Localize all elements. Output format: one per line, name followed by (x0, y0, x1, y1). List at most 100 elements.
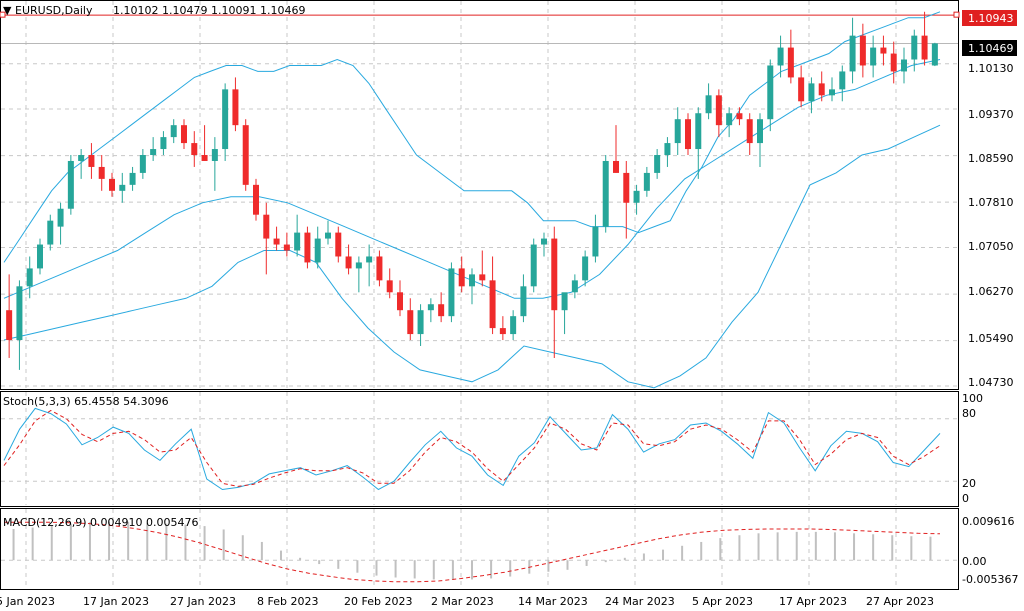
candle (530, 238, 537, 293)
candle-body (870, 47, 877, 66)
candle-body (571, 280, 578, 293)
candle (160, 131, 167, 156)
candle (931, 42, 938, 67)
resistance-line-handle (953, 11, 960, 18)
candle (16, 280, 23, 370)
candle-body (57, 208, 64, 227)
candle-body (366, 256, 373, 263)
candle-body (211, 149, 218, 161)
candle (787, 29, 794, 84)
candle (57, 202, 64, 245)
candle-body (520, 286, 527, 317)
candle (170, 119, 177, 144)
candle (767, 59, 774, 132)
candle (592, 214, 599, 263)
candle-body (592, 226, 599, 257)
macd-signal-line (4, 521, 941, 583)
stoch-signal-line (3, 409, 941, 487)
candle-body (78, 155, 85, 161)
candle (849, 17, 856, 84)
stoch-tick: 0 (962, 492, 969, 505)
stoch-panel-frame (0, 391, 959, 507)
candle (438, 292, 445, 323)
candle-body (911, 35, 918, 60)
price-panel-frame (0, 0, 959, 390)
candle (705, 83, 712, 120)
date-tick: 2 Mar 2023 (431, 595, 494, 608)
candle (407, 298, 414, 341)
candle-body (623, 172, 630, 203)
candle-body (654, 155, 661, 173)
candle (746, 113, 753, 156)
candle (561, 292, 568, 335)
candle-body (160, 137, 167, 150)
candle (880, 35, 887, 66)
candle-body (47, 220, 54, 245)
candle (798, 65, 805, 108)
candle (37, 238, 43, 275)
stoch-tick: 20 (962, 477, 976, 490)
candle-body (242, 125, 249, 185)
candle (335, 226, 342, 263)
candle-body (16, 286, 23, 341)
candle (119, 172, 126, 203)
date-tick: 17 Apr 2023 (779, 595, 847, 608)
candle (417, 304, 424, 347)
candle (294, 214, 301, 257)
candles-layer[interactable] (6, 11, 938, 370)
candle-body (314, 238, 321, 263)
candle-body (232, 89, 239, 126)
candle-body (150, 149, 157, 156)
candle-body (582, 256, 589, 281)
candle-body (355, 262, 362, 269)
candle (808, 77, 815, 114)
candle-body (201, 155, 208, 161)
price-tick: 1.10130 (968, 62, 1014, 75)
candle-body (643, 172, 650, 191)
candle (777, 35, 784, 78)
date-tick: 5 Jan 2023 (0, 595, 55, 608)
candle-body (685, 119, 691, 150)
candle (818, 71, 825, 102)
candle-body (26, 268, 33, 287)
candle (829, 77, 835, 102)
candle-body (427, 304, 434, 311)
candle (551, 226, 558, 358)
candle (859, 23, 866, 78)
macd-panel-frame (0, 508, 959, 590)
candle-body (397, 292, 403, 311)
stoch-tick: 100 (962, 392, 983, 405)
candle-body (705, 95, 712, 114)
candle-body (489, 280, 496, 329)
candle-body (715, 95, 722, 126)
current-price-tag (962, 40, 1017, 56)
candle (870, 35, 877, 78)
macd-tick: 0.00 (962, 555, 987, 568)
candle-body (921, 35, 928, 60)
candle (191, 131, 198, 167)
candle (47, 214, 54, 251)
candle (571, 274, 578, 299)
candle (397, 280, 403, 317)
date-axis: 5 Jan 2023 17 Jan 2023 27 Jan 2023 8 Feb… (0, 595, 934, 608)
resistance-line-layer (0, 11, 960, 44)
candle (602, 155, 609, 233)
date-tick: 27 Apr 2023 (866, 595, 934, 608)
candle (211, 137, 218, 191)
candle-body (6, 310, 13, 341)
candle-body (746, 119, 753, 144)
grid-layer (1, 1, 958, 588)
candle (448, 262, 455, 323)
candle-body (294, 232, 301, 251)
candle-body (561, 292, 568, 311)
candle (201, 125, 208, 161)
stoch-tick: 80 (962, 407, 976, 420)
stoch-label: Stoch(5,3,3) 65.4558 54.3096 (3, 395, 169, 408)
candle-body (376, 256, 383, 281)
chart-menu-arrow-icon[interactable]: ▼ (3, 4, 12, 17)
candle-body (438, 304, 445, 317)
candle-body (479, 274, 486, 281)
candle (520, 274, 527, 323)
candle (499, 316, 506, 341)
